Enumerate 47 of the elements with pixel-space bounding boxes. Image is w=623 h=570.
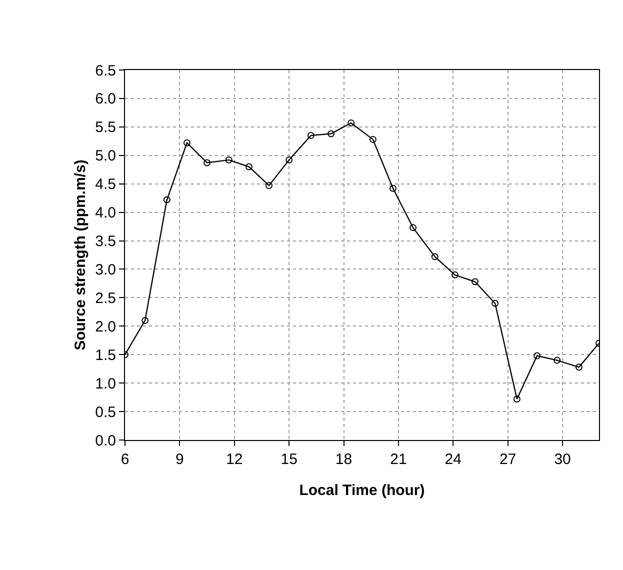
y-tick-label: 5.0 [95, 148, 116, 165]
y-tick-label: 2.0 [95, 318, 116, 336]
y-tick-label: 0.5 [95, 404, 116, 421]
y-tick-label: 1.0 [95, 375, 116, 392]
point [183, 139, 190, 146]
y-tick-label: 4.0 [95, 204, 116, 222]
point [534, 352, 541, 360]
x-tick-label: 12 [226, 451, 243, 468]
y-tick-label: 6.5 [95, 62, 116, 80]
x-tick-label: 24 [444, 451, 462, 468]
y-tick-label: 2.5 [95, 290, 116, 307]
point [142, 316, 149, 324]
y-tick-label: 6.0 [95, 90, 116, 108]
point [410, 224, 417, 232]
x-tick-label: 27 [500, 451, 516, 468]
point [266, 182, 273, 190]
x-tick-label: 18 [335, 451, 352, 468]
y-tick-label: 3.5 [95, 233, 116, 250]
point [575, 364, 582, 371]
y-tick-label: 1.5 [95, 346, 116, 364]
point [328, 130, 335, 138]
point [389, 184, 396, 192]
point [286, 156, 293, 164]
point [225, 156, 232, 164]
point [431, 253, 438, 260]
x-tick-label: 6 [120, 451, 130, 468]
y-tick-label: 0.0 [95, 432, 116, 450]
point [204, 159, 211, 166]
point [369, 136, 376, 143]
point [451, 271, 458, 278]
x-tick-label: 30 [554, 451, 571, 468]
x-tick-label: 21 [390, 451, 407, 468]
point [245, 163, 252, 170]
y-tick-label: 3.0 [95, 261, 116, 278]
y-tick-label: 4.5 [95, 176, 116, 194]
point [492, 300, 499, 307]
point [472, 278, 479, 286]
point [348, 119, 355, 126]
point [163, 196, 170, 204]
x-tick-label: 15 [280, 451, 298, 468]
y-tick-label: 5.5 [95, 119, 116, 136]
point [513, 396, 520, 403]
y-axis-title: Source strength (ppm.m/s) [72, 160, 89, 350]
point [554, 356, 561, 364]
x-axis-title: Local Time (hour) [299, 482, 425, 499]
x-tick-label: 9 [176, 451, 184, 468]
point [307, 132, 314, 139]
